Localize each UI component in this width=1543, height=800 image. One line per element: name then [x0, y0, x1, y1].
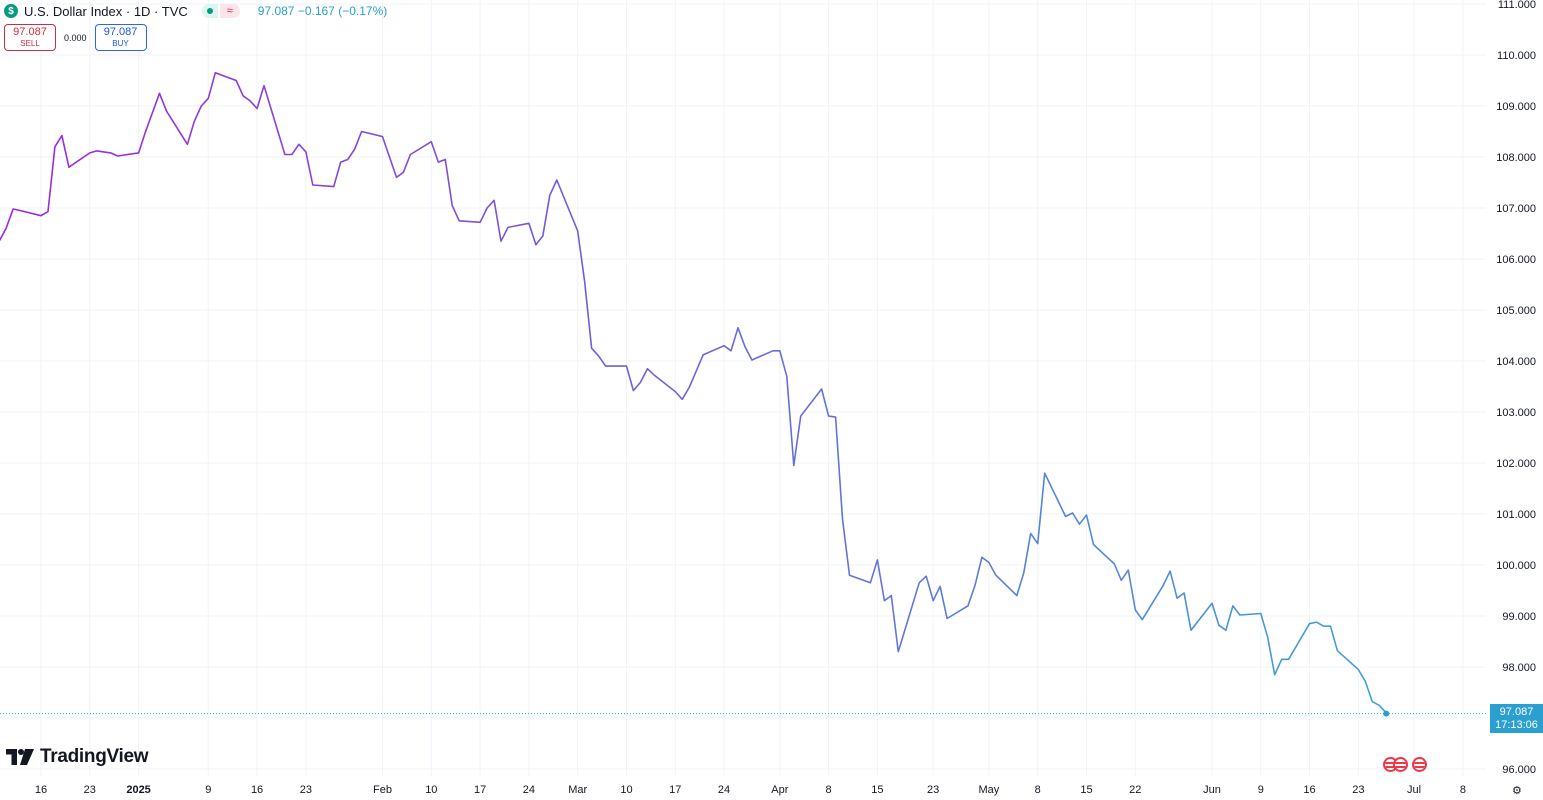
x-tick-label: 15 — [871, 784, 883, 796]
last-value: 97.087 — [257, 4, 295, 18]
brand-name: TradingView — [40, 746, 149, 767]
spread-value: 0.000 — [64, 32, 87, 43]
buy-label: BUY — [112, 39, 129, 48]
y-tick-label: 109.000 — [1496, 101, 1536, 113]
buy-price: 97.087 — [103, 26, 138, 38]
market-wave-icon: ≈ — [219, 4, 240, 18]
quote-values: 97.087 −0.167 (−0.17%) — [258, 4, 387, 18]
time-axis[interactable]: 16 23 2025 9 16 23 Feb 10 17 24 Mar 10 17 24 Apr 8 15 23 M… — [35, 784, 1466, 796]
last-price-label: 97.087 17:13:06 — [1490, 704, 1543, 733]
change-value: −0.167 — [297, 4, 335, 18]
x-tick-label: 16 — [1303, 784, 1315, 796]
y-tick-label: 106.000 — [1496, 254, 1536, 266]
x-tick-label: 9 — [205, 784, 211, 796]
x-tick-label: 15 — [1080, 784, 1092, 796]
x-tick-label: 17 — [669, 784, 681, 796]
x-tick-label: 9 — [1258, 784, 1264, 796]
y-tick-label: 102.000 — [1496, 458, 1536, 470]
x-tick-label: 24 — [718, 784, 730, 796]
y-tick-label: 98.000 — [1502, 662, 1536, 674]
x-tick-label: 23 — [84, 784, 96, 796]
x-tick-label: Mar — [568, 784, 587, 796]
y-tick-label: 96.000 — [1502, 764, 1536, 776]
sell-label: SELL — [20, 39, 40, 48]
y-tick-label: 108.000 — [1496, 152, 1536, 164]
y-tick-label: 103.000 — [1496, 407, 1536, 419]
x-tick-label: 24 — [523, 784, 535, 796]
x-tick-label: 8 — [1460, 784, 1466, 796]
tradingview-logo-icon — [6, 749, 34, 765]
price-axis[interactable]: 96.00097.00098.00099.000100.000101.00010… — [1486, 0, 1543, 800]
x-tick-label: Feb — [373, 784, 392, 796]
y-tick-label: 110.000 — [1497, 50, 1536, 62]
dollar-symbol-icon: $ — [4, 4, 18, 18]
trade-panel: 97.087 SELL 0.000 97.087 BUY — [4, 24, 147, 51]
x-tick-label: Jul — [1407, 784, 1421, 796]
price-line — [0, 72, 1387, 714]
x-tick-label: 23 — [300, 784, 312, 796]
sell-price: 97.087 — [13, 26, 47, 38]
x-tick-label: 10 — [425, 784, 437, 796]
bar-countdown: 17:13:06 — [1495, 719, 1538, 731]
x-tick-label: Apr — [771, 784, 788, 796]
x-tick-label: 17 — [474, 784, 486, 796]
y-tick-label: 111.000 — [1498, 0, 1536, 11]
x-tick-label: 10 — [620, 784, 632, 796]
market-open-icon — [201, 4, 218, 18]
x-tick-label: 8 — [826, 784, 832, 796]
x-tick-label: 23 — [1352, 784, 1364, 796]
y-tick-label: 100.000 — [1496, 560, 1536, 572]
x-tick-label: 16 — [35, 784, 47, 796]
y-tick-label: 101.000 — [1496, 509, 1536, 521]
sell-button[interactable]: 97.087 SELL — [4, 24, 56, 51]
y-tick-label: 105.000 — [1496, 305, 1536, 317]
x-tick-label: 16 — [251, 784, 263, 796]
buy-button[interactable]: 97.087 BUY — [94, 24, 147, 51]
us-flag-event-icon[interactable] — [1412, 757, 1427, 772]
y-tick-label: 104.000 — [1496, 356, 1536, 368]
price-axis-background — [1486, 0, 1543, 800]
grid-lines — [0, 0, 1486, 776]
last-price-dot — [1383, 710, 1390, 717]
x-tick-label: 22 — [1129, 784, 1141, 796]
y-tick-label: 99.000 — [1502, 611, 1536, 623]
us-flag-event-icon[interactable] — [1393, 757, 1408, 772]
last-price-value: 97.087 — [1499, 706, 1534, 718]
x-tick-label: May — [979, 784, 1000, 796]
market-status[interactable]: ≈ — [201, 4, 240, 18]
x-tick-label: 8 — [1035, 784, 1041, 796]
tradingview-logo[interactable]: TradingView — [6, 746, 149, 768]
gear-icon[interactable]: ⚙ — [1512, 785, 1522, 797]
x-tick-label: Jun — [1203, 784, 1221, 796]
x-tick-label: 2025 — [126, 784, 150, 796]
change-percent: (−0.17%) — [338, 4, 388, 18]
chart-header: $ U.S. Dollar Index · 1D · TVC ≈ 97.087 … — [4, 2, 387, 20]
y-tick-label: 107.000 — [1496, 203, 1536, 215]
x-tick-label: 23 — [927, 784, 939, 796]
symbol-title[interactable]: U.S. Dollar Index · 1D · TVC — [24, 3, 188, 19]
